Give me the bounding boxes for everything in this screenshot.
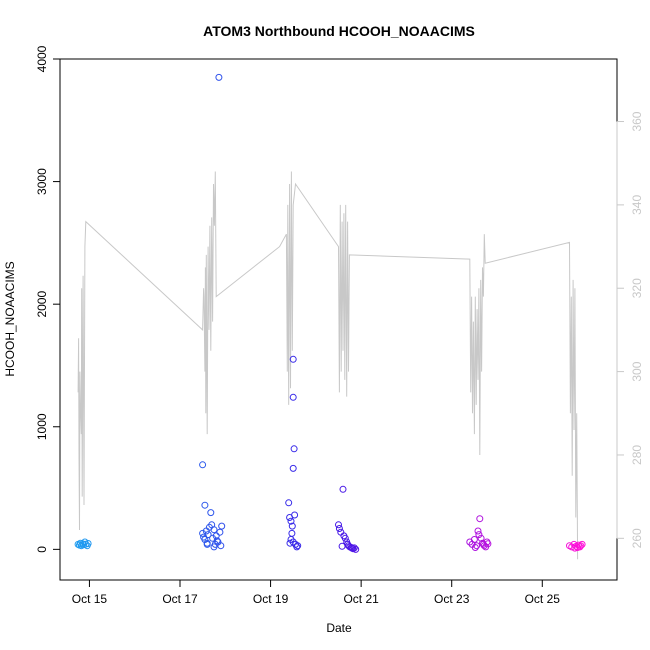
scatter-point	[289, 538, 297, 546]
scatter-point	[470, 536, 478, 543]
x-tick-label: Oct 15	[72, 592, 108, 606]
scatter-point	[475, 531, 483, 539]
scatter-point	[339, 485, 347, 493]
scatter-point	[290, 445, 298, 453]
y-tick-label: 4000	[35, 45, 49, 72]
y-tick-label: 2000	[35, 291, 49, 318]
scatter-point	[288, 522, 296, 530]
scatter-point	[350, 544, 358, 552]
scatter-point	[335, 521, 342, 529]
y-tick-label: 3000	[35, 168, 49, 195]
chart-title: ATOM3 Northbound HCOOH_NOAACIMS	[203, 23, 475, 39]
scatter-point	[477, 534, 485, 542]
scatter-point	[294, 542, 302, 550]
scatter-point	[216, 528, 224, 536]
x-axis-label: Date	[326, 621, 352, 635]
scatter-point	[474, 527, 482, 535]
y2-tick-label: 300	[630, 361, 644, 381]
line-series-0	[77, 171, 579, 560]
y-axis-label: HCOOH_NOAACIMS	[3, 261, 17, 376]
scatter-point	[338, 542, 346, 550]
scatter-point	[212, 532, 220, 540]
y2-tick-label: 280	[630, 445, 644, 465]
line-series-layer	[77, 171, 579, 560]
x-tick-label: Oct 23	[434, 592, 470, 606]
x-tick-label: Oct 25	[525, 592, 561, 606]
scatter-point	[335, 525, 343, 532]
scatter-point	[287, 517, 295, 525]
scatter-point	[471, 544, 479, 551]
scatter-point	[293, 543, 301, 551]
y-axis-left: 0 1000 2000 3000 4000	[35, 45, 61, 553]
scatter-point	[484, 540, 492, 548]
scatter-point	[210, 543, 218, 551]
scatter-point	[199, 461, 207, 469]
y-tick-label: 0	[35, 546, 49, 553]
x-axis: Oct 15 Oct 17 Oct 19 Oct 21 Oct 23 Oct 25	[72, 579, 561, 606]
scatter-point	[286, 539, 294, 547]
scatter-point	[288, 529, 296, 537]
scatter-point	[476, 515, 484, 523]
x-tick-label: Oct 21	[343, 592, 379, 606]
scatter-point	[213, 537, 221, 545]
scatter-point	[201, 501, 209, 509]
scatter-point	[204, 531, 212, 539]
scatter-point	[341, 534, 349, 542]
y-axis-right: 260 280 300 320 340 360	[616, 111, 644, 548]
scatter-point	[207, 509, 215, 517]
y2-tick-label: 340	[630, 195, 644, 215]
scatter-point	[285, 499, 293, 507]
scatter-point	[577, 542, 585, 550]
scatter-point	[349, 545, 357, 553]
scatter-point	[218, 522, 226, 530]
scatter-point	[473, 542, 481, 550]
scatter-series-layer	[74, 73, 586, 553]
scatter-point	[210, 526, 218, 534]
scatter-point	[289, 393, 297, 401]
y2-tick-label: 360	[630, 111, 644, 131]
scatter-point	[217, 542, 225, 550]
scatter-point	[291, 511, 299, 519]
y2-tick-label: 320	[630, 278, 644, 298]
scatter-point	[578, 540, 586, 548]
y2-tick-label: 260	[630, 528, 644, 548]
y-tick-label: 1000	[35, 413, 49, 440]
scatter-point	[203, 540, 211, 548]
scatter-point	[289, 464, 297, 472]
scatter-point	[215, 73, 223, 81]
x-tick-label: Oct 19	[253, 592, 289, 606]
scatter-point	[84, 540, 92, 547]
x-tick-label: Oct 17	[162, 592, 198, 606]
scatter-point	[352, 545, 360, 553]
scatter-point	[289, 355, 297, 363]
